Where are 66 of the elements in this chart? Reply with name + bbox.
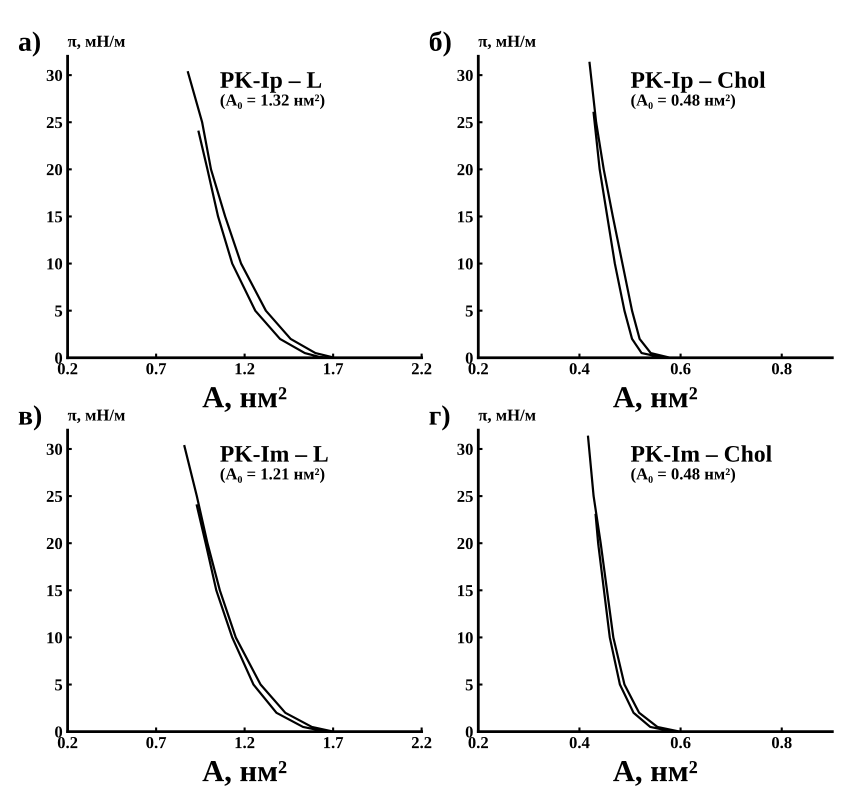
y-tick-label: 30 — [457, 70, 473, 82]
x-axis-title: A, нм² — [613, 387, 698, 412]
y-tick-label: 0 — [55, 726, 62, 738]
y-axis-title: π, мН/м — [478, 36, 536, 50]
x-tick-label: 0.7 — [146, 736, 166, 748]
chart-title: б) — [430, 30, 451, 57]
x-tick-label: 1.2 — [236, 737, 254, 748]
x-tick-label: 1.2 — [236, 363, 254, 374]
annotation: (A₀ = 1.21 нм²) — [220, 468, 324, 483]
annotation: (A₀ = 1.32 нм²) — [220, 94, 324, 110]
y-tick-label: 5 — [55, 679, 62, 690]
y-tick-label: 30 — [46, 444, 62, 455]
annotation: PK-Ip – L — [220, 72, 322, 93]
x-axis-title: A, нм² — [613, 760, 698, 786]
y-tick-label: 20 — [457, 538, 473, 550]
annotation: PK-Ip – Chol — [630, 71, 766, 93]
y-axis-title: π, мН/м — [68, 36, 125, 50]
x-tick-label: 2.2 — [412, 737, 432, 748]
y-tick-label: 5 — [466, 306, 473, 317]
y-tick-label: 10 — [47, 258, 62, 270]
x-tick-label: 0.2 — [58, 736, 78, 748]
y-tick-label: 25 — [46, 490, 62, 502]
x-tick-label: 1.7 — [324, 363, 344, 374]
y-axis-title: π, мН/м — [68, 410, 125, 424]
y-tick-label: 10 — [458, 632, 473, 644]
y-tick-label: 15 — [458, 211, 473, 222]
annotation: (A₀ = 0.48 нм²) — [631, 468, 736, 483]
chart-title: г) — [429, 405, 450, 430]
y-tick-label: 15 — [47, 585, 62, 596]
x-tick-label: 0.6 — [670, 736, 691, 748]
x-axis-title: A, нм² — [202, 760, 286, 786]
y-tick-label: 0 — [466, 352, 473, 364]
x-axis-title: A, нм² — [202, 387, 286, 412]
y-tick-label: 5 — [55, 306, 62, 317]
annotation: PK-Im – Chol — [630, 445, 772, 462]
y-tick-label: 0 — [55, 352, 62, 364]
y-tick-label: 10 — [458, 258, 473, 270]
x-tick-label: 0.7 — [146, 363, 166, 374]
x-tick-label: 0.4 — [570, 363, 590, 374]
chart-title: в) — [18, 405, 42, 430]
y-tick-label: 15 — [47, 211, 62, 222]
y-tick-label: 5 — [466, 679, 473, 690]
x-tick-label: 0.4 — [570, 736, 590, 748]
x-tick-label: 0.6 — [670, 363, 691, 374]
y-tick-label: 25 — [46, 116, 62, 128]
y-tick-label: 10 — [47, 632, 62, 644]
x-tick-label: 0.8 — [772, 736, 792, 748]
annotation: PK-Im – L — [220, 446, 328, 462]
y-tick-label: 20 — [46, 538, 62, 550]
x-tick-label: 0.2 — [468, 736, 488, 748]
y-tick-label: 25 — [457, 116, 473, 128]
x-tick-label: 0.8 — [772, 363, 792, 374]
y-tick-label: 20 — [46, 164, 62, 176]
y-axis-title: π, мН/м — [478, 410, 536, 424]
y-tick-label: 25 — [457, 490, 473, 502]
y-tick-label: 20 — [457, 164, 473, 176]
y-tick-label: 0 — [466, 726, 473, 738]
y-tick-label: 15 — [458, 585, 473, 596]
x-tick-label: 0.2 — [58, 363, 78, 374]
y-tick-label: 30 — [457, 444, 473, 455]
x-tick-label: 2.2 — [412, 363, 432, 374]
annotation: (A₀ = 0.48 нм²) — [631, 94, 736, 110]
x-tick-label: 1.7 — [324, 737, 344, 748]
chart-title: а) — [18, 31, 40, 57]
y-tick-label: 30 — [46, 70, 62, 82]
x-tick-label: 0.2 — [468, 363, 488, 374]
